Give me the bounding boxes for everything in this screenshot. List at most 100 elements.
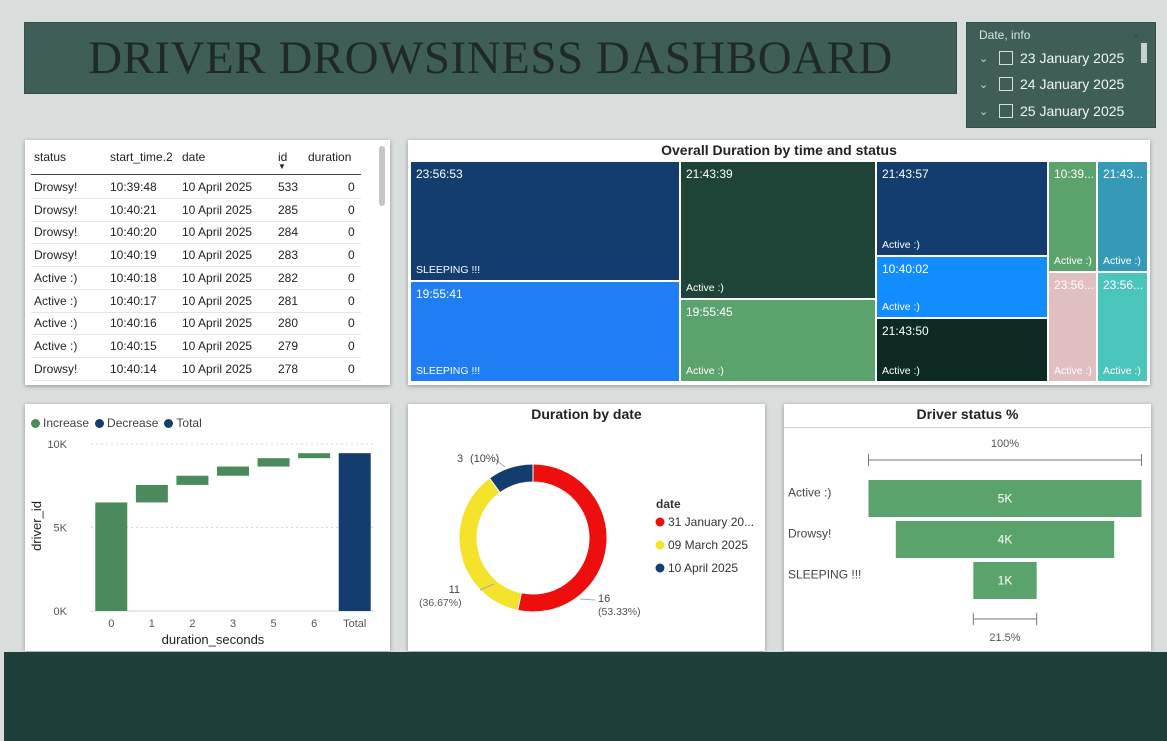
waterfall-bar: [95, 502, 128, 611]
treemap-tile[interactable]: 23:56... Active :): [1097, 272, 1148, 382]
table-row[interactable]: Drowsy! 10:39:48 10 April 2025 533 0: [31, 176, 361, 199]
funnel-category-label: Active :): [788, 486, 831, 500]
table-cell: 10 April 2025: [182, 316, 253, 331]
table-cell: 10:40:21: [110, 202, 157, 217]
waterfall-chart: 0K 5K 10K 0 1 2 3 5 6 Total duration_seconds driver…: [29, 439, 375, 647]
legend-title: date: [656, 497, 681, 511]
treemap-tile[interactable]: 21:43:39 Active :): [680, 161, 876, 299]
table-row[interactable]: Active :) 10:40:17 10 April 2025 281 0: [31, 290, 361, 313]
table-cell: 10 April 2025: [182, 202, 253, 217]
funnel-chart: 100% 5K Active :) 4K Drowsy! 1K SLEEPING !!! 21…: [788, 438, 1142, 644]
table-cell: 0: [348, 225, 355, 240]
column-header-start-time[interactable]: start_time.2: [110, 150, 173, 164]
treemap-tile[interactable]: 19:55:45 Active :): [680, 299, 876, 382]
treemap-tile[interactable]: 21:43:50 Active :): [876, 318, 1048, 382]
waterfall-bar: [217, 466, 249, 476]
data-label-percent: (36.67%): [419, 597, 462, 609]
table-row[interactable]: Active :) 10:40:15 10 April 2025 279 0: [31, 335, 361, 358]
slicer-item-label: 25 January 2025: [1020, 103, 1125, 119]
tile-status-label: SLEEPING !!!: [416, 365, 481, 377]
x-axis-title: duration_seconds: [162, 632, 265, 647]
footer-band: [4, 652, 1167, 741]
table-row[interactable]: Drowsy! 10:40:21 10 April 2025 285 0: [31, 199, 361, 222]
table-cell: 10 April 2025: [182, 361, 253, 376]
status-table[interactable]: status start_time.2 date id ▼ duration D…: [25, 140, 390, 385]
treemap-tile[interactable]: 10:39... Active :): [1048, 161, 1097, 272]
tile-status-label: Active :): [882, 301, 920, 313]
legend-item-total[interactable]: Total: [164, 416, 202, 430]
table-cell: 279: [278, 338, 299, 353]
slicer-item[interactable]: ⌄ 25 January 2025: [979, 100, 1124, 122]
table-cell: Drowsy!: [34, 202, 78, 217]
waterfall-bar: [257, 458, 290, 467]
legend-item-increase[interactable]: Increase: [31, 416, 89, 430]
tile-status-label: Active :): [1103, 255, 1141, 267]
slicer-item-label: 23 January 2025: [1020, 50, 1125, 66]
checkbox[interactable]: [999, 51, 1013, 65]
table-cell: 10:40:16: [110, 316, 157, 331]
donut-chart: 16(53.33%) 11(36.67%) 3 (10%) date 31 January…: [419, 453, 754, 618]
table-row[interactable]: Active :) 10:40:18 10 April 2025 282 0: [31, 267, 361, 290]
waterfall-bar: [135, 484, 168, 503]
table-row[interactable]: Drowsy! 10:40:19 10 April 2025 283 0: [31, 244, 361, 268]
column-header-id[interactable]: id: [278, 150, 288, 164]
table-row[interactable]: Drowsy! 10:40:14 10 April 2025 278 0: [31, 358, 361, 381]
treemap-tile[interactable]: 23:56:53 SLEEPING !!!: [410, 161, 680, 281]
checkbox[interactable]: [999, 104, 1013, 118]
table-cell: Active :): [34, 316, 78, 331]
table-cell: 10 April 2025: [182, 338, 253, 353]
header-divider: [31, 174, 361, 175]
y-tick-label: 0K: [54, 606, 68, 618]
chevron-down-icon[interactable]: ⌄: [979, 52, 989, 65]
date-slicer[interactable]: Date, info ⌄ ⌄ 23 January 2025 ⌄ 24 Janu…: [966, 22, 1156, 128]
chevron-down-icon[interactable]: ⌄: [1130, 26, 1141, 40]
x-tick-label: 3: [230, 618, 236, 630]
table-cell: 10 April 2025: [182, 293, 253, 308]
x-tick-label: 1: [149, 618, 155, 630]
treemap-tile[interactable]: 10:40:02 Active :): [876, 256, 1048, 318]
table-cell: Active :): [34, 338, 78, 353]
tile-status-label: Active :): [1054, 365, 1092, 377]
legend-item-decrease[interactable]: Decrease: [95, 416, 158, 430]
treemap-tile[interactable]: 21:43:57 Active :): [876, 161, 1048, 256]
table-row[interactable]: Drowsy! 10:40:20 10 April 2025 284 0: [31, 221, 361, 245]
column-header-date[interactable]: date: [182, 150, 206, 164]
funnel-bottom-label: 21.5%: [989, 632, 1020, 644]
donut-card: Duration by date 16 (53.33%) 11 (36.67%) 3 (1…: [408, 404, 765, 651]
legend-label: 10 April 2025: [668, 561, 738, 575]
table-cell: Active :): [34, 293, 78, 308]
treemap-tile[interactable]: 23:56... Active :): [1048, 272, 1097, 382]
funnel-value-label: 4K: [998, 533, 1013, 547]
x-tick-label: 2: [189, 618, 195, 630]
chevron-down-icon[interactable]: ⌄: [979, 105, 989, 118]
sort-descending-icon[interactable]: ▼: [278, 162, 286, 171]
checkbox[interactable]: [999, 77, 1013, 91]
funnel-value-label: 1K: [998, 574, 1013, 588]
x-tick-label: 5: [271, 618, 277, 630]
table-cell: Active :): [34, 270, 78, 285]
slicer-item[interactable]: ⌄ 23 January 2025: [979, 47, 1124, 69]
legend-label: 31 January 20...: [668, 515, 754, 529]
donut-title: Duration by date: [531, 406, 642, 422]
column-header-status[interactable]: status: [34, 150, 67, 164]
treemap-tile[interactable]: 19:55:41 SLEEPING !!!: [410, 281, 680, 382]
table-cell: 0: [348, 361, 355, 376]
y-tick-label: 5K: [54, 523, 68, 535]
treemap-card: Overall Duration by time and status 23:5…: [408, 140, 1150, 385]
slicer-scrollbar[interactable]: [1141, 43, 1147, 63]
table-scrollbar[interactable]: [379, 146, 385, 206]
increase-dot-icon: [31, 419, 40, 428]
table-row[interactable]: Active :) 10:40:16 10 April 2025 280 0: [31, 312, 361, 336]
leader-line: [494, 458, 506, 468]
table-cell: 0: [348, 293, 355, 308]
slicer-item[interactable]: ⌄ 24 January 2025: [979, 73, 1124, 95]
tile-time-label: 23:56...: [1054, 278, 1095, 292]
tile-status-label: Active :): [882, 239, 920, 251]
column-header-duration[interactable]: duration: [308, 150, 352, 164]
tile-time-label: 21:43:39: [686, 167, 733, 181]
chevron-down-icon[interactable]: ⌄: [979, 78, 989, 91]
data-label-percent: (10%): [470, 453, 499, 465]
table-cell: 533: [278, 180, 299, 194]
slicer-title: Date, info: [979, 28, 1031, 42]
treemap-tile[interactable]: 21:43... Active :): [1097, 161, 1148, 272]
